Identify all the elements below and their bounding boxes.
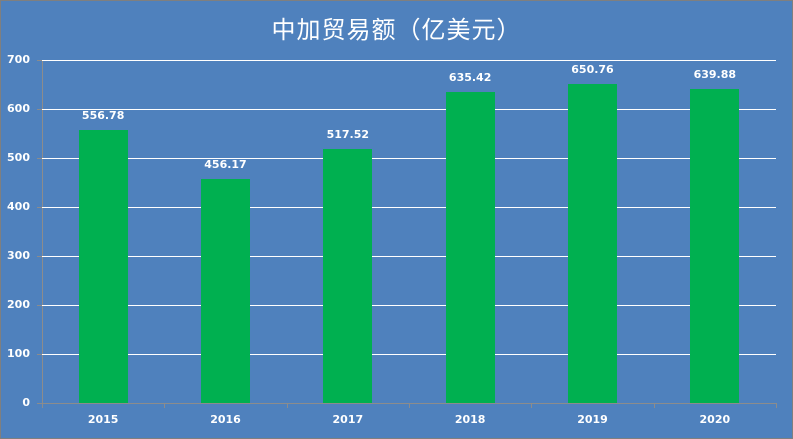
x-tick-label: 2015 xyxy=(87,413,119,426)
gridline xyxy=(42,158,776,159)
y-tick xyxy=(37,158,42,159)
y-tick-label: 100 xyxy=(7,347,30,360)
plot-area xyxy=(37,60,777,408)
data-label: 556.78 xyxy=(81,109,125,123)
x-tick xyxy=(164,403,166,408)
y-tick xyxy=(37,256,42,257)
data-label: 456.17 xyxy=(204,158,247,172)
x-tick xyxy=(653,403,655,408)
y-tick-label: 600 xyxy=(7,102,30,115)
x-tick-label: 2017 xyxy=(332,413,364,426)
data-label: 635.42 xyxy=(448,70,492,84)
y-tick xyxy=(37,109,42,110)
bar-2016 xyxy=(201,179,250,403)
x-tick-label: 2018 xyxy=(454,413,486,426)
gridline xyxy=(42,207,776,208)
y-tick xyxy=(37,354,42,355)
bar-2019 xyxy=(568,84,617,403)
y-tick xyxy=(37,60,42,61)
bar-2018 xyxy=(445,91,495,403)
data-label: 639.88 xyxy=(693,68,737,82)
y-axis-line xyxy=(42,60,43,403)
y-tick-label: 300 xyxy=(7,249,30,262)
y-tick-label: 200 xyxy=(7,298,30,311)
y-tick xyxy=(37,207,42,208)
bar-2020 xyxy=(690,89,740,403)
x-tick-label: 2016 xyxy=(210,413,241,426)
data-label: 517.52 xyxy=(326,128,370,142)
gridline xyxy=(42,354,776,355)
y-tick-label: 0 xyxy=(22,396,30,409)
y-tick xyxy=(37,403,42,404)
y-tick xyxy=(37,305,42,306)
x-tick xyxy=(409,403,410,408)
gridline xyxy=(42,256,776,257)
x-tick xyxy=(286,403,288,408)
gridline xyxy=(42,305,776,306)
gridline xyxy=(42,109,776,110)
x-tick-label: 2020 xyxy=(699,413,731,426)
gridline xyxy=(42,60,776,61)
data-label: 650.76 xyxy=(571,63,614,77)
x-tick xyxy=(776,403,777,408)
chart-title: 中加贸易额（亿美元） xyxy=(271,16,522,44)
y-tick-label: 500 xyxy=(7,151,30,164)
y-tick-label: 400 xyxy=(7,200,30,213)
y-tick-label: 700 xyxy=(7,53,30,66)
x-tick-label: 2019 xyxy=(577,413,608,426)
x-tick xyxy=(531,403,533,408)
x-tick xyxy=(42,403,43,408)
bar-2017 xyxy=(323,149,373,403)
bar-2015 xyxy=(78,130,128,403)
